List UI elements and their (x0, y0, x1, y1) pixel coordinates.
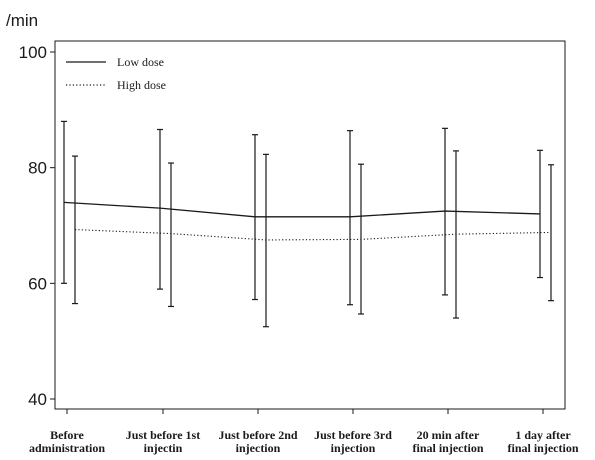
x-tick-label: injection (331, 441, 376, 455)
series-line (75, 230, 551, 240)
legend-label: Low dose (117, 55, 164, 69)
y-tick-label: 80 (28, 159, 47, 178)
x-tick-label: Just before 1st (126, 428, 200, 442)
error-bar (453, 151, 459, 318)
plot-frame (55, 41, 565, 409)
error-bar (263, 154, 269, 326)
legend-label: High dose (117, 78, 166, 92)
x-tick-label: 1 day after (515, 428, 571, 442)
series-low-dose (61, 121, 543, 304)
x-tick-label: 20 min after (417, 428, 480, 442)
x-tick-label: Just before 2nd (218, 428, 297, 442)
x-tick-label: final injection (508, 441, 579, 455)
error-bar (157, 129, 163, 289)
x-tick-label: administration (29, 441, 105, 455)
series-line (64, 202, 540, 216)
error-bar (548, 165, 554, 301)
series-layer (61, 121, 554, 326)
x-tick-label: Before (50, 428, 84, 442)
x-tick-label: Just before 3rd (314, 428, 392, 442)
y-axis: 40 60 80 100 (19, 43, 55, 409)
error-bar (72, 156, 78, 303)
error-bar (347, 131, 353, 305)
error-bar (168, 163, 174, 306)
series-high-dose (72, 151, 554, 327)
y-unit-label: /min (6, 11, 38, 30)
x-tick-label: injectin (144, 441, 183, 455)
error-bar (358, 164, 364, 314)
y-tick-label: 60 (28, 274, 47, 293)
y-tick-label: 100 (19, 43, 47, 62)
x-tick-label: injection (236, 441, 281, 455)
y-tick-label: 40 (28, 390, 47, 409)
legend: Low dose High dose (66, 55, 166, 92)
x-tick-label: final injection (413, 441, 484, 455)
